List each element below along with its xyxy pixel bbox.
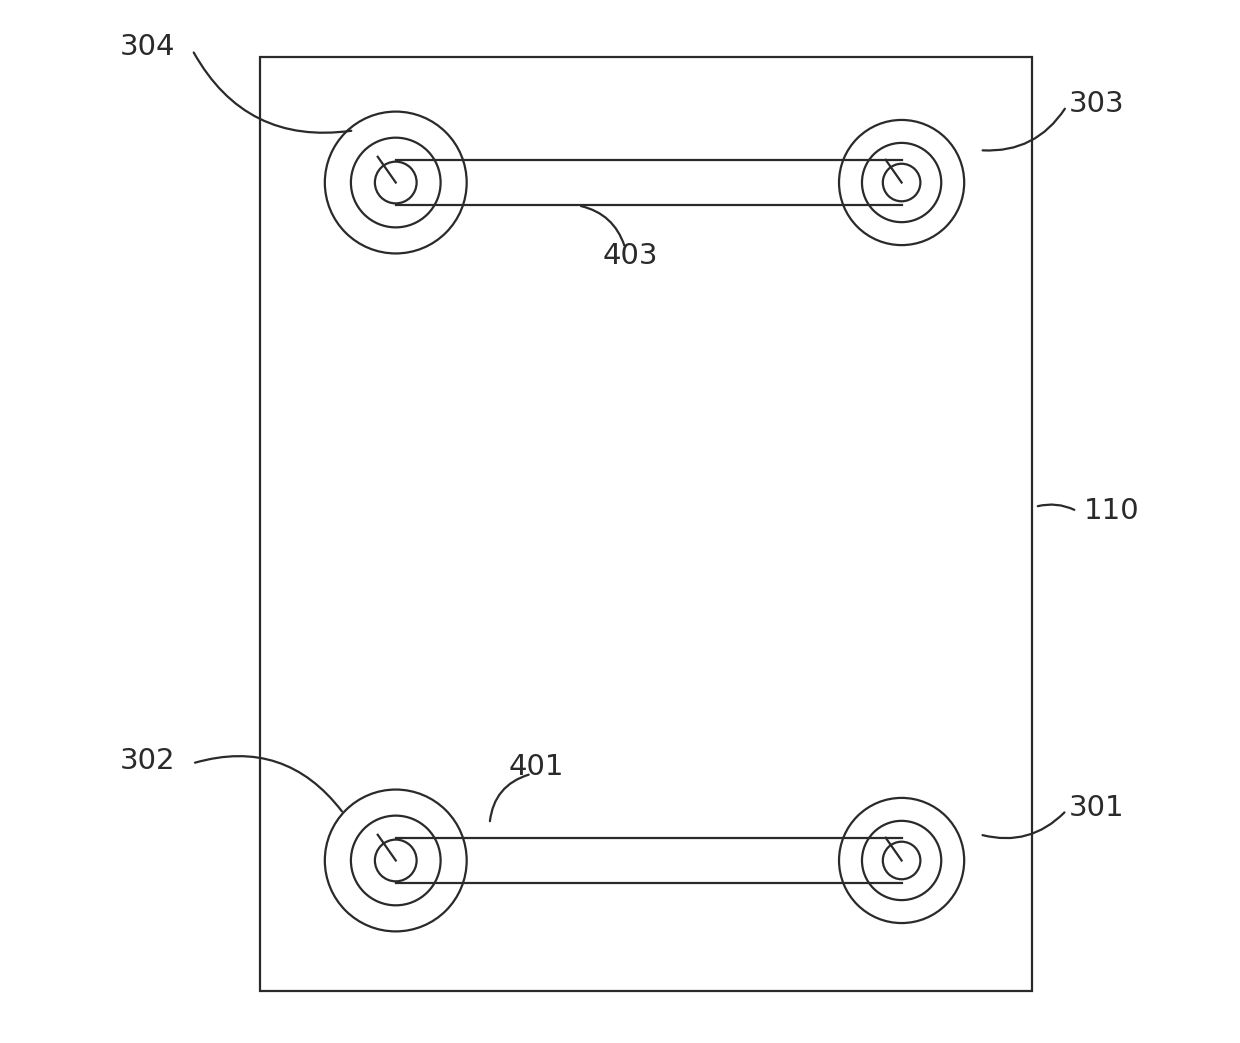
Text: 301: 301 (1069, 795, 1125, 822)
Text: 110: 110 (1084, 498, 1140, 525)
Text: 304: 304 (119, 33, 175, 60)
Text: 403: 403 (603, 242, 658, 269)
Bar (260, 57, 1032, 991)
Text: 302: 302 (119, 748, 175, 775)
Text: 401: 401 (508, 753, 564, 780)
Text: 303: 303 (1069, 91, 1125, 118)
